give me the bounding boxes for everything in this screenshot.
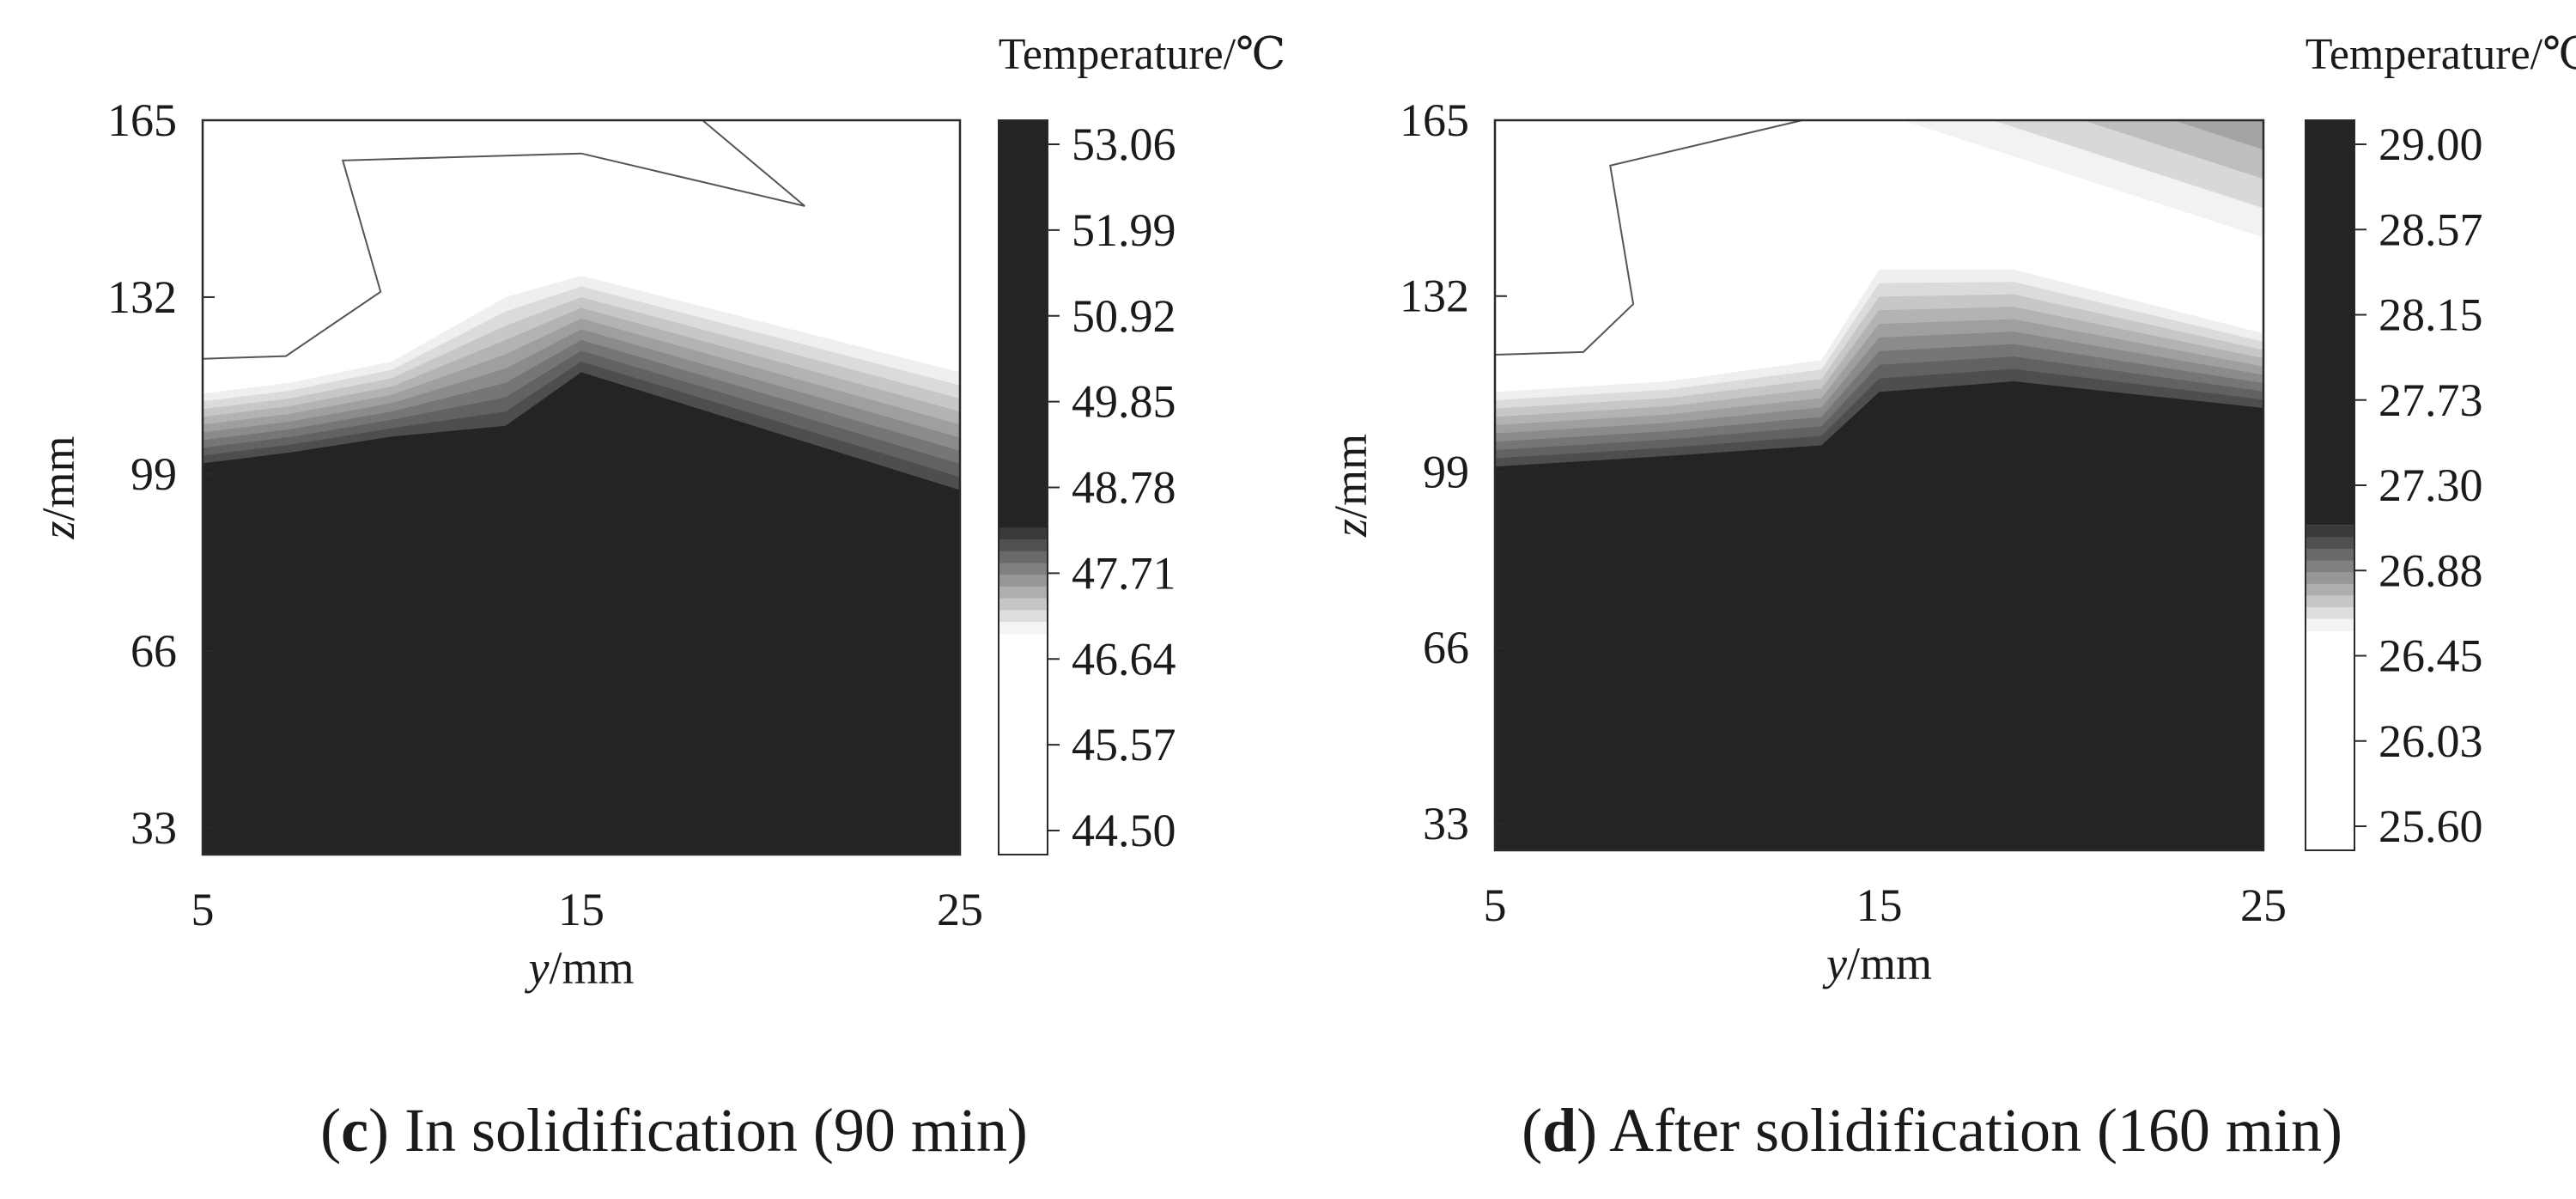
x-axis-unit: /mm [1847, 938, 1932, 989]
colorbar-cold-segment [999, 634, 1048, 855]
colorbar-tick-label: 28.57 [2379, 204, 2483, 255]
colorbar-band [2306, 618, 2354, 632]
y-tick-label: 33 [1423, 798, 1469, 849]
colorbar-tick-label: 46.64 [1072, 633, 1176, 685]
colorbar-tick-label: 26.03 [2379, 715, 2483, 767]
plot-frame [201, 119, 962, 856]
y-tick-label: 132 [107, 271, 177, 323]
y-tick-label: 165 [1400, 94, 1469, 146]
colorbar-tick-label: 51.99 [1072, 204, 1176, 256]
y-axis-unit: /mm [1325, 434, 1376, 519]
x-tick-label: 15 [1856, 879, 1903, 931]
colorbar-band [2306, 537, 2354, 550]
colorbar-band [999, 563, 1048, 576]
y-tick-label: 132 [1400, 271, 1469, 322]
panel-caption: (d) After solidification (160 min) [1522, 1096, 2342, 1165]
contour-region-cold [203, 120, 805, 360]
x-tick-label: 5 [1484, 879, 1507, 931]
x-tick-label: 15 [558, 884, 605, 935]
x-axis-unit: /mm [549, 942, 634, 994]
y-tick-label: 165 [107, 94, 177, 146]
plot-frame [1493, 119, 2265, 852]
y-tick-label: 99 [1423, 446, 1469, 497]
y-tick-label: 33 [131, 802, 177, 854]
x-tick-label: 25 [2240, 879, 2287, 931]
contour-region-cold [1495, 120, 1803, 356]
colorbar-band [2306, 583, 2354, 597]
x-axis-var: y [525, 942, 550, 994]
colorbar-band [999, 551, 1048, 564]
contour-field [203, 120, 960, 855]
colorbar-tick-label: 49.85 [1072, 376, 1176, 428]
colorbar-tick-label: 45.57 [1072, 719, 1176, 770]
colorbar-tick-label: 28.15 [2379, 289, 2483, 341]
colorbar-tick-label: 53.06 [1072, 119, 1176, 170]
contour-band [2172, 120, 2263, 150]
y-axis-unit: /mm [33, 435, 84, 520]
x-axis-label: y/mm [1822, 938, 1932, 989]
colorbar-tick-label: 50.92 [1072, 290, 1176, 342]
colorbar-band [2306, 548, 2354, 562]
colorbar-title: Temperature/℃ [999, 30, 1286, 79]
contour-region-hot [203, 372, 960, 855]
colorbar-title: Temperature/℃ [2306, 30, 2576, 79]
caption-open: ( [320, 1096, 341, 1165]
colorbar-band [999, 621, 1048, 635]
colorbar-tick-label: 47.71 [1072, 547, 1176, 599]
y-tick-label: 66 [1423, 622, 1469, 673]
panel-caption: (c) In solidification (90 min) [320, 1096, 1028, 1165]
colorbar-band [2306, 525, 2354, 539]
caption-open: ( [1522, 1096, 1542, 1165]
x-axis-label: y/mm [525, 942, 635, 994]
caption-text: ) After solidification (160 min) [1577, 1096, 2342, 1165]
x-axis-var: y [1822, 938, 1847, 989]
colorbar-band [999, 586, 1048, 600]
y-axis-var: z [33, 521, 84, 540]
colorbar-tick-label: 27.73 [2379, 374, 2483, 426]
contour-region-hot [1495, 381, 2263, 850]
x-tick-label: 25 [937, 884, 983, 935]
colorbar-hot-segment [999, 120, 1048, 528]
colorbar-tick-label: 48.78 [1072, 462, 1176, 514]
colorbar-band [999, 539, 1048, 552]
y-axis-label: z/mm [1325, 434, 1376, 538]
caption-letter: c [341, 1096, 368, 1165]
caption-letter: d [1542, 1096, 1577, 1165]
colorbar-tick-label: 27.30 [2379, 460, 2483, 511]
y-axis-var: z [1325, 519, 1376, 538]
colorbar-tick-label: 44.50 [1072, 805, 1176, 856]
colorbar-band [2306, 572, 2354, 585]
colorbar-band [999, 575, 1048, 587]
colorbar-band [2306, 560, 2354, 574]
colorbar-tick-label: 25.60 [2379, 800, 2483, 852]
x-tick-label: 5 [191, 884, 215, 935]
y-tick-label: 99 [131, 448, 177, 500]
contour-field [1495, 120, 2263, 850]
colorbar-tick-label: 26.45 [2379, 630, 2483, 682]
caption-text: ) In solidification (90 min) [368, 1096, 1028, 1165]
colorbar-cold-segment [2306, 631, 2354, 850]
colorbar-tick-label: 29.00 [2379, 119, 2483, 170]
y-tick-label: 66 [131, 625, 177, 677]
colorbar-hot-segment [2306, 120, 2354, 526]
colorbar-band [2306, 606, 2354, 620]
colorbar-band [999, 598, 1048, 612]
colorbar-band [2306, 595, 2354, 608]
y-axis-label: z/mm [33, 435, 84, 539]
colorbar-tick-label: 26.88 [2379, 545, 2483, 596]
colorbar-band [999, 527, 1048, 541]
colorbar-band [999, 610, 1048, 623]
